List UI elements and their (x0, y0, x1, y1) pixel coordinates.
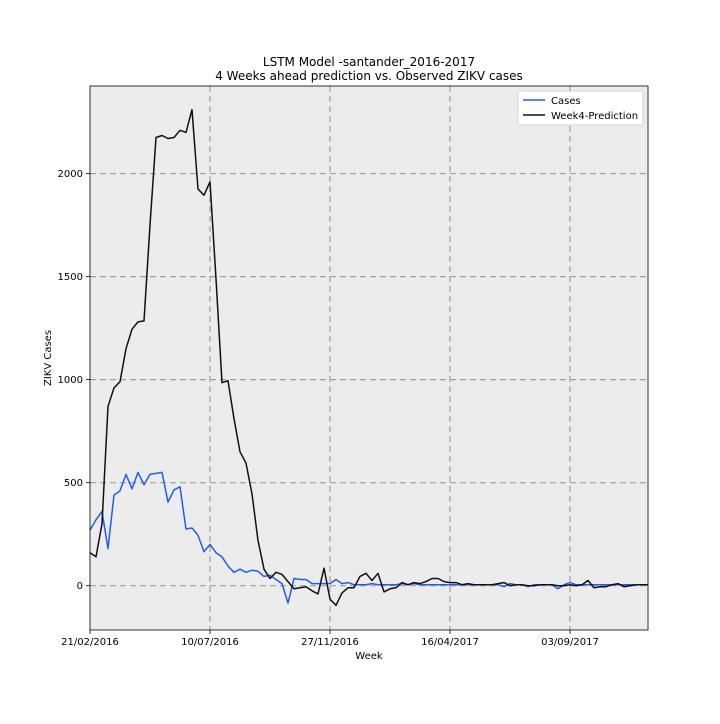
x-tick-label: 21/02/2016 (61, 637, 119, 648)
legend: Cases Week4-Prediction (517, 90, 644, 126)
x-tick-label: 27/11/2016 (301, 637, 359, 648)
chart-subtitle: 4 Weeks ahead prediction vs. Observed ZI… (215, 69, 523, 83)
x-tick-label: 16/04/2017 (421, 637, 479, 648)
x-tick-label: 03/09/2017 (541, 637, 599, 648)
y-axis-label: ZIKV Cases (43, 330, 54, 386)
x-tick-label: 10/07/2016 (181, 637, 239, 648)
legend-label-prediction: Week4-Prediction (551, 111, 638, 122)
x-axis: 21/02/2016 10/07/2016 27/11/2016 16/04/2017… (61, 630, 599, 648)
plot-frame (89, 85, 649, 631)
legend-box (517, 90, 644, 126)
plot-area (90, 86, 648, 630)
y-tick-label: 2000 (58, 169, 83, 180)
grid-lines (90, 86, 648, 630)
x-axis-label: Week (355, 651, 383, 662)
y-tick-label: 1000 (58, 375, 83, 386)
y-tick-label: 0 (77, 581, 83, 592)
series-layer (90, 108, 648, 607)
series-line-cases (90, 471, 648, 604)
y-tick-label: 1500 (58, 272, 83, 283)
y-axis: 0 500 1000 1500 2000 (58, 169, 90, 592)
legend-label-cases: Cases (551, 96, 581, 107)
series-line-prediction (90, 108, 648, 607)
chart-title: LSTM Model -santander_2016-2017 (263, 55, 475, 69)
y-tick-label: 500 (64, 478, 83, 489)
